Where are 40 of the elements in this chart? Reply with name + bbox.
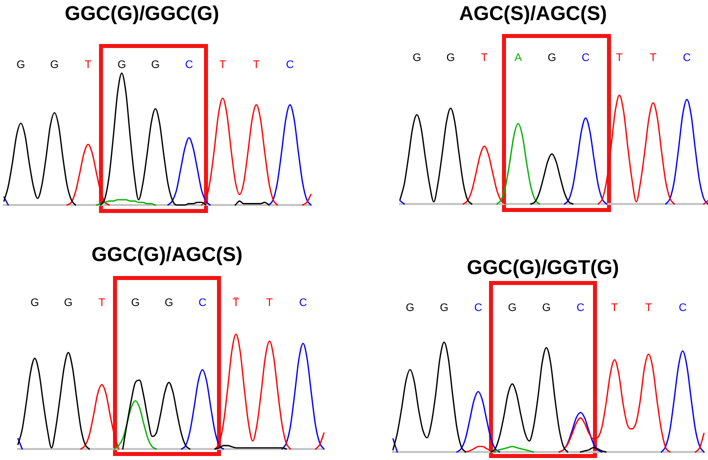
x-tick-label: C [185,59,194,72]
x-tick-label: A [514,52,522,64]
x-tick-label: C [198,297,206,310]
x-tick-label: T [84,59,92,72]
x-tick-label: G [117,59,126,72]
x-tick-label: G [406,302,414,314]
x-tick-label: C [678,302,687,314]
x-tick-label: T [219,59,226,72]
x-tick-label: T [611,302,618,314]
x-tick-label: C [582,52,590,64]
x-tick-label: G [548,52,556,64]
x-tick-label: T [650,52,657,64]
x-tick-label: G [131,297,140,310]
x-tick-label: T̈ [232,296,240,310]
x-tick-label: T [252,59,260,72]
x-tick-label: C [576,302,584,314]
x-tick-label: C [474,302,482,314]
x-tick-label: G [412,52,422,64]
x-tick-label: T [645,302,652,314]
x-tick-label: G [64,297,73,310]
x-tick-label: G [151,59,160,72]
chart-title: AGC(S)/AGC(S) [459,2,607,26]
x-tick-label: G [16,59,26,72]
x-tick-label: T [616,52,624,64]
x-tick-label: T [481,52,488,64]
x-tick-label: C [286,59,294,72]
chart-title: GGC(G)/GGT(G) [466,256,620,280]
x-tick-label: G [542,302,551,314]
chart-title: GGC(G)/GGC(G) [64,2,220,26]
x-tick-label: G [508,302,517,314]
x-tick-label: G [446,52,455,64]
x-tick-label: G [164,297,174,310]
x-tick-label: G [50,59,59,72]
x-tick-label: T [98,297,106,310]
x-tick-label: T [266,297,274,310]
x-tick-label: G [440,302,448,314]
x-tick-label: C [299,297,308,310]
chart-title: GGC(G)/AGC(S) [91,243,243,267]
x-tick-label: C [682,52,691,64]
x-tick-label: G [30,297,40,310]
